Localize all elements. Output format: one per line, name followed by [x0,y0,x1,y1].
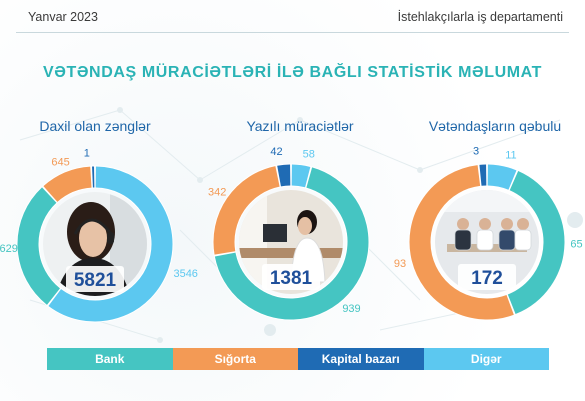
donut-1-label-kapital: 42 [270,146,282,158]
donut-0-slice-sigorta [43,166,92,203]
report-date: Yanvar 2023 [28,10,98,24]
donut-0-label-bank: 1629 [0,243,18,255]
legend-item-kapital: Kapital bazarı [298,348,424,370]
donut-1-label-diger: 58 [303,148,315,160]
donut-0: 3546 1629 645 1 5821 [0,148,198,323]
donut-1-total-box [262,264,320,290]
donut-2: 11 65 93 3 172 [394,146,583,321]
legend-item-sigorta: Sığorta [172,348,298,370]
donut-1-total: 1381 [270,268,313,289]
donut-2-slice-bank [507,171,565,315]
legend: Bank Sığorta Kapital bazarı Digər [47,348,549,370]
donut-1-slice-diger [291,164,311,188]
chart-title-reception: Vətəndaşların qəbulu [428,118,562,134]
donut-1-label-sigorta: 342 [208,186,226,198]
legend-item-bank: Bank [47,348,173,370]
donut-2-slice-diger [487,164,517,190]
header-divider [16,32,569,33]
donut-2-label-bank: 65 [570,239,582,251]
donut-2-label-sigorta: 93 [394,258,406,270]
department-name: İstehlakçılarla iş departamenti [397,10,563,24]
donut-0-slice-diger [48,166,173,322]
donut-0-label-diger: 3546 [173,268,197,280]
legend-item-diger: Digər [423,348,549,370]
donut-0-slice-bank [17,187,61,305]
donut-1: 58 939 342 42 1381 [208,146,370,321]
chart-title-written: Yazılı müraciətlər [246,118,354,134]
donut-2-total: 172 [471,268,503,289]
donut-1-slice-sigorta [213,166,281,255]
donut-2-slice-sigorta [409,165,514,320]
chart-title-calls: Daxil olan zənglər [39,118,151,134]
donut-2-label-diger: 11 [505,149,516,161]
donut-2-total-box [458,264,516,290]
donut-1-slice-kapital [277,164,291,187]
donut-0-total-box [66,266,124,292]
donut-2-label-kapital: 3 [473,146,479,158]
donut-0-total: 5821 [74,270,117,291]
page-title: VƏTƏNDAŞ MÜRACİƏTLƏRİ İLƏ BAĞLI STATİSTİ… [42,64,543,81]
donut-1-slice-bank [214,167,369,320]
donut-0-label-kapital: 1 [84,148,90,160]
donut-0-label-sigorta: 645 [51,156,69,168]
donut-1-label-bank: 939 [342,303,360,315]
